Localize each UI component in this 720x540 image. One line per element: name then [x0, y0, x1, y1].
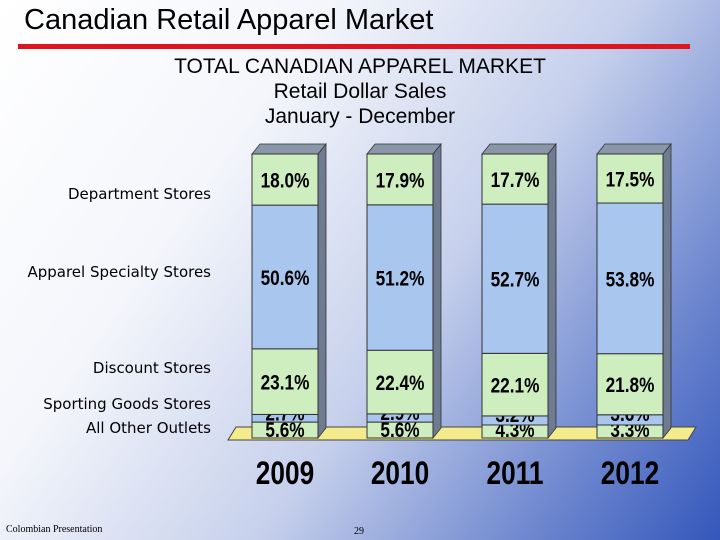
bar-top-2011	[481, 143, 557, 155]
bar-segment-discount-2009	[251, 348, 319, 415]
title-rule	[18, 44, 690, 49]
data-label-department-2012: 17.5%	[606, 169, 655, 192]
bar-top-2012	[596, 143, 672, 155]
data-label-other-2010: 5.6%	[380, 420, 419, 443]
bar-2010: 5.6%2.9%22.4%51.2%17.9%	[366, 142, 442, 443]
footer-presentation-name: Colombian Presentation	[6, 524, 103, 535]
bar-segment-department-2010	[366, 153, 434, 206]
bar-segment-discount-2011	[481, 352, 549, 417]
bar-2012: 3.3%3.6%21.8%53.8%17.5%	[596, 142, 672, 442]
year-label-2010: 2010	[371, 457, 429, 492]
bar-segment-department-2011	[481, 153, 549, 205]
data-label-discount-2012: 21.8%	[606, 375, 655, 398]
category-label-discount: Discount Stores	[92, 359, 211, 377]
bar-side-2012	[662, 142, 672, 440]
data-label-discount-2010: 22.4%	[376, 373, 425, 396]
chart-title: TOTAL CANADIAN APPAREL MARKET	[174, 55, 546, 78]
bar-2011: 4.3%3.2%22.1%52.7%17.7%	[481, 142, 557, 442]
slide-title: Canadian Retail Apparel Market	[24, 4, 434, 36]
bar-top-2010	[366, 143, 442, 155]
data-label-department-2010: 17.9%	[376, 170, 425, 193]
data-label-discount-2009: 23.1%	[261, 372, 310, 395]
data-label-department-2011: 17.7%	[491, 170, 540, 193]
chart-subtitle-line-2: January - December	[264, 105, 456, 128]
year-label-2011: 2011	[487, 457, 544, 492]
bar-segment-department-2009	[251, 153, 319, 206]
data-label-specialty-2010: 51.2%	[376, 268, 425, 291]
bar-2009: 5.6%2.7%23.1%50.6%18.0%	[251, 142, 327, 443]
bar-side-2010	[432, 142, 442, 440]
data-label-department-2009: 18.0%	[261, 170, 310, 193]
data-label-specialty-2011: 52.7%	[491, 269, 540, 292]
bar-segment-department-2012	[596, 153, 664, 204]
year-label-2009: 2009	[256, 457, 314, 492]
data-label-discount-2011: 22.1%	[491, 375, 540, 398]
category-label-department: Department Stores	[68, 185, 211, 203]
category-label-specialty: Apparel Specialty Stores	[27, 263, 211, 281]
year-label-2012: 2012	[601, 457, 659, 492]
data-label-other-2009: 5.6%	[265, 420, 304, 443]
bar-top-2009	[251, 143, 327, 155]
data-label-specialty-2009: 50.6%	[261, 267, 310, 290]
bar-segment-specialty-2012	[596, 202, 664, 355]
bar-side-2011	[547, 142, 557, 440]
bar-side-2009	[317, 142, 327, 440]
chart-title-block: TOTAL CANADIAN APPAREL MARKET Retail Dol…	[100, 54, 620, 129]
bar-segment-discount-2010	[366, 349, 434, 415]
chart-subtitle-line-1: Retail Dollar Sales	[273, 80, 447, 103]
category-label-other: All Other Outlets	[85, 419, 211, 437]
data-label-specialty-2012: 53.8%	[606, 269, 655, 292]
bar-segment-discount-2012	[596, 353, 664, 416]
page-number: 29	[354, 526, 364, 537]
category-label-sporting: Sporting Goods Stores	[43, 395, 211, 413]
bar-segment-specialty-2009	[251, 204, 319, 350]
bar-segment-specialty-2011	[481, 203, 549, 354]
bar-segment-specialty-2010	[366, 204, 434, 351]
